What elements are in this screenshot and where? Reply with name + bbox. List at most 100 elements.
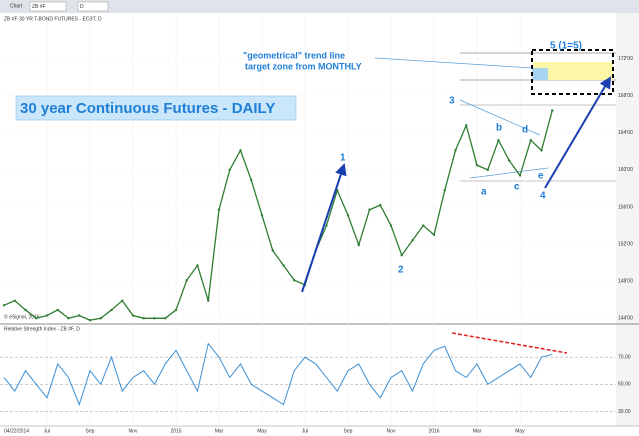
price-point (540, 149, 543, 152)
y-tick-label: 148'00 (618, 279, 633, 285)
price-point (368, 208, 371, 211)
x-tick-label: May (257, 428, 267, 434)
window-title: Chart (10, 3, 23, 9)
price-point (99, 317, 102, 320)
price-point (325, 224, 328, 227)
price-point (422, 224, 425, 227)
pointer-line (374, 57, 533, 69)
price-point (88, 318, 92, 322)
price-point (185, 279, 188, 282)
y-tick-label: 160'00 (618, 167, 633, 173)
y-tick-label: 168'00 (618, 93, 633, 99)
annotation: "geometrical" trend line (243, 50, 345, 60)
price-point (497, 138, 500, 142)
x-tick-label: Mar (473, 428, 482, 434)
price-point (518, 174, 522, 177)
arrow (301, 163, 347, 293)
y-tick-label: 172'00 (618, 56, 633, 62)
price-point (432, 233, 436, 236)
trend-line (469, 167, 549, 179)
price-point (379, 203, 382, 207)
y-tick-label: 70.00 (618, 354, 631, 360)
price-point (121, 299, 124, 302)
wave-label: 2 (398, 265, 404, 276)
price-point (465, 124, 468, 127)
wave-label: e (538, 171, 544, 182)
price-point (239, 149, 242, 152)
wave-label: d (522, 125, 528, 136)
chart-title: 30 year Continuous Futures - DAILY (20, 100, 275, 117)
y-tick-label: 164'00 (618, 130, 633, 136)
chart-subtitle: ZB #F 30 YR T-BOND FUTURES - ECBT, D (4, 16, 102, 22)
wave-label: 1 (340, 153, 346, 164)
toolbar (0, 0, 639, 13)
x-tick-label: 2015 (170, 428, 181, 434)
price-point (45, 314, 49, 317)
price-point (78, 314, 81, 317)
target-zone (533, 62, 613, 80)
x-tick-label: Jul (44, 428, 50, 434)
y-tick-label: 50.00 (618, 382, 631, 388)
price-point (228, 168, 231, 172)
price-point (389, 224, 393, 227)
price-point (260, 214, 264, 217)
interval-input[interactable] (77, 1, 109, 12)
x-tick-label: Nov (129, 428, 138, 434)
price-point (271, 249, 274, 252)
arrow (544, 76, 612, 189)
price-point (486, 168, 489, 172)
price-point (551, 109, 554, 112)
symbol-input[interactable] (29, 1, 67, 12)
indicator-line (3, 342, 553, 407)
trend-line (459, 99, 541, 136)
y-tick-label: 152'00 (618, 241, 633, 247)
price-point (357, 243, 360, 247)
wave-label: 4 (540, 191, 546, 202)
x-tick-label: Sep (344, 428, 353, 434)
x-tick-label: 2016 (428, 428, 439, 434)
price-point (13, 299, 16, 302)
price-point (110, 308, 113, 312)
price-point (131, 314, 135, 317)
plot (2, 109, 554, 407)
y-tick-label: 144'00 (618, 316, 633, 322)
price-point (142, 317, 145, 320)
price-point (475, 164, 479, 167)
wave-label: b (496, 123, 502, 134)
interval: D (80, 4, 84, 10)
x-tick-label: Nov (387, 428, 396, 434)
price-point (67, 317, 70, 320)
price-point (282, 264, 285, 267)
indicator-name: Relative Strength Index - ZB #F, D (4, 326, 80, 332)
price-line (3, 110, 553, 321)
start-date: 04/22/2014 (4, 428, 29, 434)
price-point (153, 317, 156, 320)
x-tick-label: Jul (302, 428, 308, 434)
copyright: © eSignal, 2016 (4, 313, 40, 320)
price-point (250, 178, 253, 182)
price-point (400, 254, 403, 257)
price-point (346, 214, 350, 217)
price-point (35, 317, 38, 320)
wave-label: a (481, 187, 487, 198)
title-box (15, 95, 297, 121)
x-tick-label: Sep (86, 428, 95, 434)
price-point (174, 308, 178, 312)
wave-label: 5 (1=5) (550, 41, 582, 52)
y-tick-label: 156'00 (618, 204, 633, 210)
price-point (217, 208, 221, 211)
price-point (529, 138, 532, 142)
x-tick-label: Mar (215, 428, 224, 434)
y-tick-label: 30.00 (618, 409, 631, 415)
target-box (531, 49, 614, 95)
price-point (443, 189, 446, 192)
price-point (24, 308, 27, 312)
price-point (207, 299, 210, 302)
x-tick-label: May (515, 428, 525, 434)
symbol: ZB #F (32, 4, 46, 10)
price-point (2, 304, 6, 307)
grid: 144'00 148'00 152'00 156'00 160'00 164'00 168'… (0, 14, 633, 434)
price-point (411, 239, 414, 242)
target-zone-blue (532, 68, 548, 80)
